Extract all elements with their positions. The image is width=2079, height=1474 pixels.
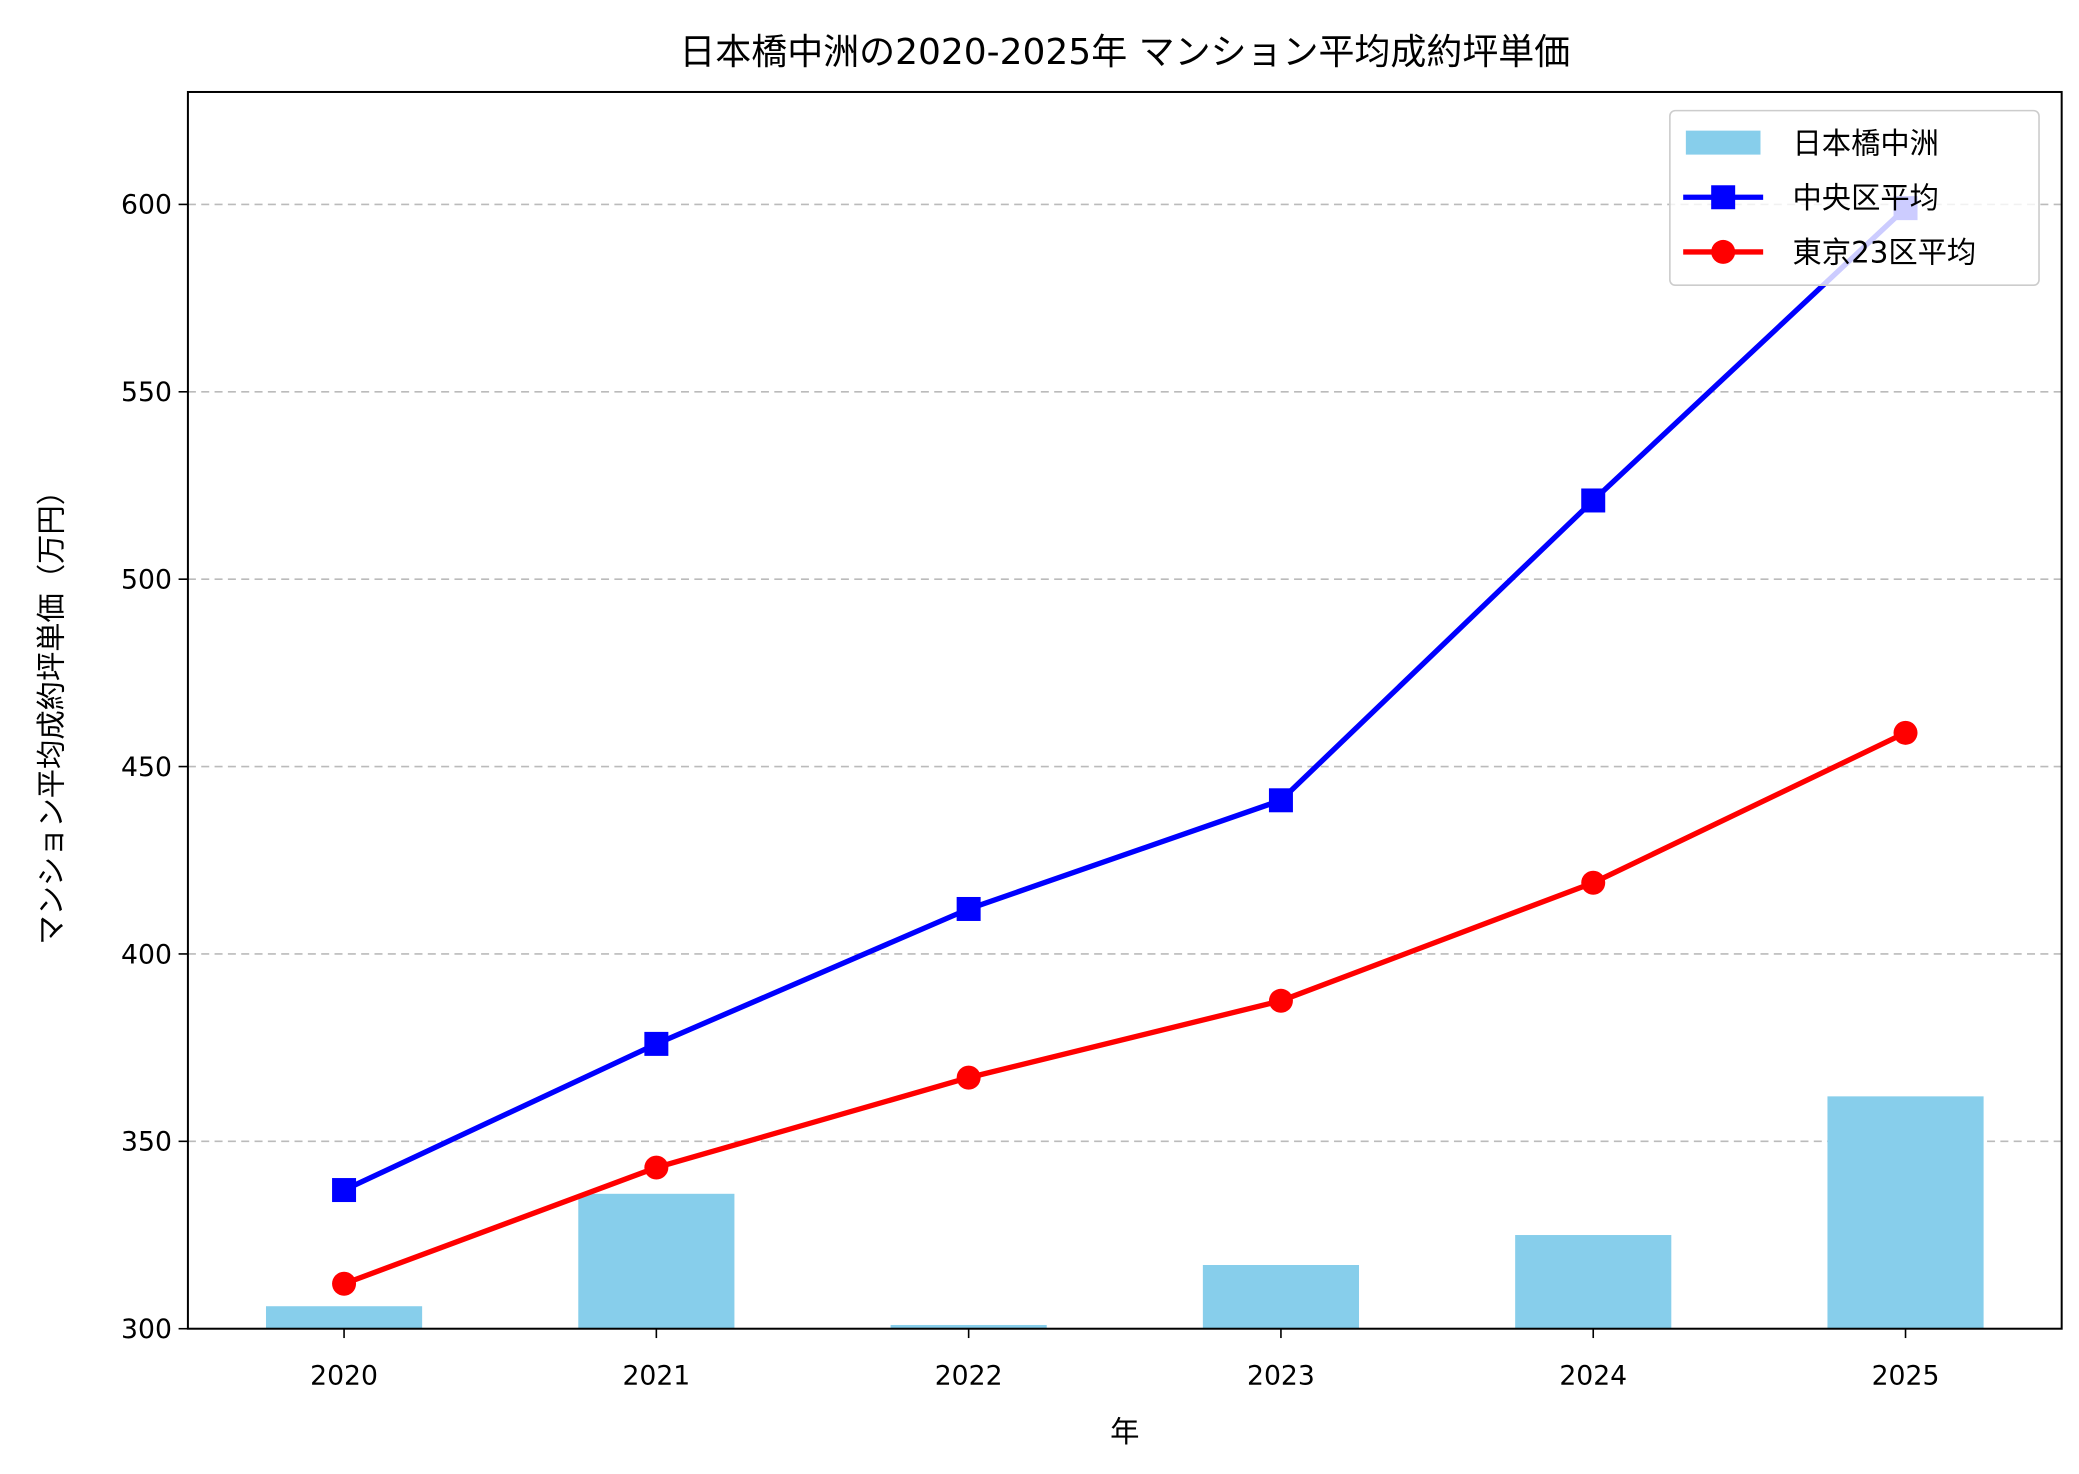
y-tick-label: 600 (121, 190, 172, 221)
bar (265, 1306, 423, 1329)
y-tick-label: 400 (121, 939, 172, 970)
point-marker (644, 1031, 669, 1056)
bar (1202, 1265, 1360, 1329)
x-tick-label: 2025 (1872, 1361, 1940, 1392)
point-marker (1581, 488, 1606, 513)
legend-label: 中央区平均 (1792, 181, 1938, 215)
series-line (343, 730, 1907, 1287)
x-tick-label: 2021 (622, 1361, 690, 1392)
y-tick-label: 350 (121, 1127, 172, 1158)
y-ticks: 300 350 400 450 500 550 600 (121, 190, 188, 1345)
bar (578, 1193, 735, 1329)
x-axis-label: 年 (1110, 1415, 1139, 1449)
x-tick-label: 2022 (935, 1361, 1003, 1392)
y-tick-label: 450 (121, 752, 172, 783)
point-marker (1268, 988, 1293, 1013)
point-marker (332, 1178, 357, 1203)
legend-swatch (1685, 130, 1761, 155)
y-axis-label: マンション平均成約坪単価（万円） (34, 476, 68, 945)
y-tick-label: 550 (121, 377, 172, 408)
bar (1515, 1235, 1672, 1329)
point-marker (956, 896, 981, 921)
x-tick-label: 2020 (310, 1361, 378, 1392)
bars (265, 1096, 1984, 1329)
x-tick-label: 2024 (1559, 1361, 1627, 1392)
point-marker (1893, 720, 1918, 745)
legend-box (1669, 109, 2040, 287)
point-marker (956, 1065, 981, 1090)
y-tick-label: 500 (121, 565, 172, 596)
legend-marker (1711, 185, 1736, 210)
x-tick-label: 2023 (1247, 1361, 1315, 1392)
legend-marker (1711, 239, 1736, 264)
grid (187, 203, 2062, 1143)
legend-label: 日本橋中洲 (1792, 126, 1938, 160)
bar (1827, 1096, 1984, 1329)
chart-title: 日本橋中洲の2020-2025年 マンション平均成約坪単価 (679, 32, 1570, 73)
point-marker (1581, 870, 1606, 895)
point-marker (1268, 788, 1293, 813)
point-marker (644, 1155, 669, 1180)
point-marker (332, 1271, 357, 1296)
y-tick-label: 300 (121, 1314, 172, 1345)
plot-frame (186, 90, 2063, 1330)
legend-label: 東京23区平均 (1792, 236, 1976, 270)
lines (332, 196, 1918, 1296)
bar (890, 1324, 1047, 1329)
x-ticks: 2020 2021 2022 2023 2024 2025 (310, 1328, 1940, 1392)
series-line (342, 206, 1908, 1193)
